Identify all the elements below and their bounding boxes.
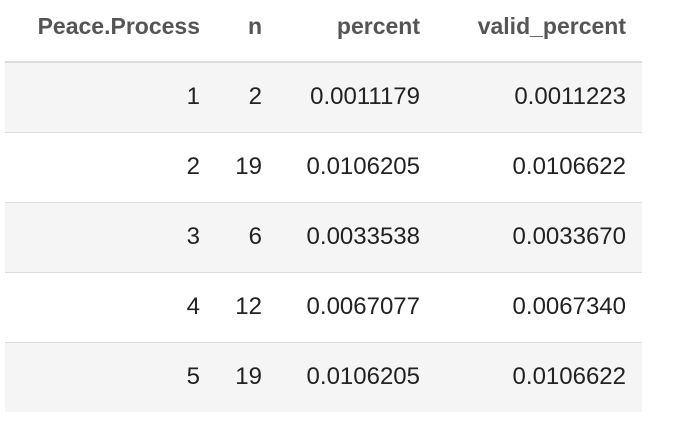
table-cell: 4 — [5, 271, 216, 342]
table-cell: 2 — [216, 61, 278, 132]
table-row: 5 19 0.0106205 0.0106622 — [5, 341, 642, 412]
table-cell: 0.0011223 — [436, 61, 642, 132]
table-cell: 3 — [5, 201, 216, 272]
table-cell: 0.0067340 — [436, 271, 642, 342]
table-cell: 5 — [5, 341, 216, 412]
table-cell: 19 — [216, 131, 278, 202]
table-cell: 0.0033538 — [278, 201, 436, 272]
table-cell: 1 — [5, 61, 216, 132]
table-cell: 0.0106622 — [436, 341, 642, 412]
column-header: Peace.Process — [5, 0, 216, 63]
table-cell: 6 — [216, 201, 278, 272]
table-header: Peace.Process n percent valid_percent — [5, 0, 642, 63]
table-cell: 0.0106205 — [278, 131, 436, 202]
table-cell: 0.0011179 — [278, 61, 436, 132]
table-cell: 2 — [5, 131, 216, 202]
table-row: 4 12 0.0067077 0.0067340 — [5, 271, 642, 342]
frequency-table: Peace.Process n percent valid_percent 1 2 0.0… — [5, 0, 642, 412]
table-cell: 12 — [216, 271, 278, 342]
table-body: 1 2 0.0011179 0.0011223 2 19 0.0106205 0.010662… — [5, 61, 642, 412]
table-row: 2 19 0.0106205 0.0106622 — [5, 131, 642, 202]
header-row: Peace.Process n percent valid_percent — [5, 0, 642, 63]
table-cell: 19 — [216, 341, 278, 412]
column-header: percent — [278, 0, 436, 63]
table-cell: 0.0106205 — [278, 341, 436, 412]
column-header: n — [216, 0, 278, 63]
table-row: 1 2 0.0011179 0.0011223 — [5, 61, 642, 132]
table-cell: 0.0067077 — [278, 271, 436, 342]
table-row: 3 6 0.0033538 0.0033670 — [5, 201, 642, 272]
table-cell: 0.0106622 — [436, 131, 642, 202]
column-header: valid_percent — [436, 0, 642, 63]
table-cell: 0.0033670 — [436, 201, 642, 272]
